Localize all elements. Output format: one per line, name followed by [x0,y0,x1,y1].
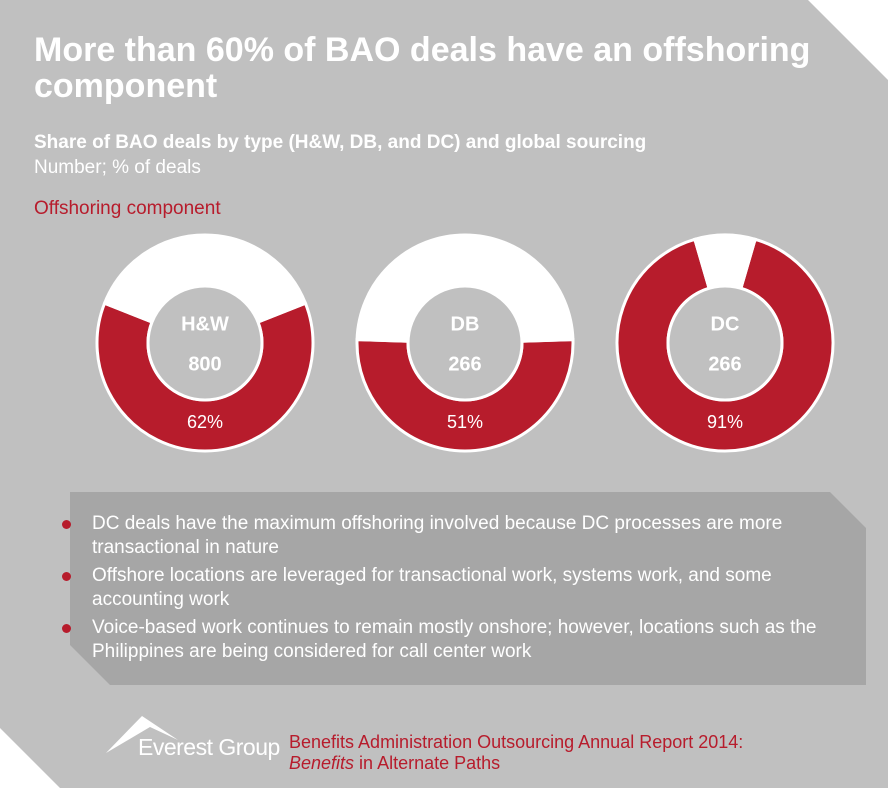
donut-title: DB [451,313,480,335]
report-italic: Benefits [289,753,355,773]
donut-count: 266 [708,353,741,375]
donut-count: 266 [448,353,481,375]
report-rest: in Alternate Paths [354,753,501,773]
title: More than 60% of BAO deals have an offsh… [34,31,811,105]
donut-charts: H&W 800 62% DB 266 51% DC 266 91% [95,233,835,453]
donut-hole [146,284,264,402]
donut-hole [406,284,524,402]
bullet-box [70,492,866,685]
subtitle: Share of BAO deals by type (H&W, DB, and… [34,132,647,153]
donut-title: H&W [181,313,229,335]
value-label: 62% [187,412,223,432]
report-title: Benefits Administration Outsourcing Annu… [289,732,743,774]
logo [106,716,178,753]
bullet: Voice-based work continues to remain mos… [60,616,850,664]
value-label: 51% [447,412,483,432]
bullet: Offshore locations are leveraged for tra… [60,564,850,612]
brand: Everest Group [138,734,280,760]
bullet: DC deals have the maximum offshoring inv… [60,512,850,560]
donut-count: 800 [188,353,221,375]
report-line: Benefits Administration Outsourcing Annu… [289,732,744,752]
bullet-list: DC deals have the maximum offshoring inv… [60,512,850,668]
donut-title: DC [711,313,740,335]
legend-label: Offshoring component [34,198,221,219]
value-label: 91% [707,412,743,432]
unit: Number; % of deals [34,157,201,178]
donut-hole [666,284,784,402]
report-line: Benefits in Alternate Paths [289,753,743,774]
